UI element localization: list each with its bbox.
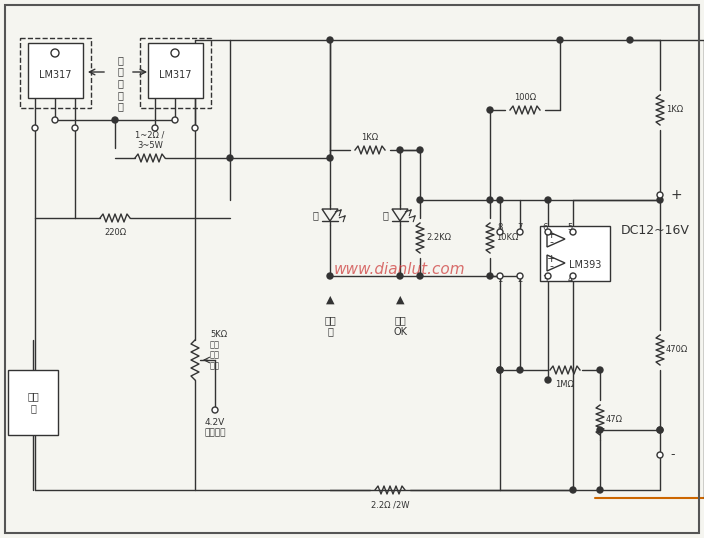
Text: 充電
OK: 充電 OK [393, 315, 407, 337]
Text: 7: 7 [517, 223, 522, 232]
Circle shape [171, 49, 179, 57]
Circle shape [327, 273, 333, 279]
Circle shape [417, 273, 423, 279]
Bar [148, 43, 203, 98]
Circle shape [487, 107, 493, 113]
Bar [28, 43, 83, 98]
Text: LM317: LM317 [158, 70, 191, 80]
Circle shape [570, 229, 576, 235]
Circle shape [227, 155, 233, 161]
Text: DC12~16V: DC12~16V [620, 223, 689, 237]
Circle shape [487, 197, 493, 203]
Circle shape [417, 197, 423, 203]
Circle shape [72, 125, 78, 131]
Text: -: - [549, 237, 553, 247]
Circle shape [51, 49, 59, 57]
Text: 4.2V
電壓設定: 4.2V 電壓設定 [204, 418, 226, 437]
Text: +: + [546, 230, 555, 240]
Circle shape [52, 117, 58, 123]
Circle shape [545, 197, 551, 203]
Circle shape [657, 427, 663, 433]
Text: 100Ω: 100Ω [514, 93, 536, 102]
Text: 2.2KΩ: 2.2KΩ [426, 233, 451, 243]
Circle shape [657, 197, 663, 203]
Bar [140, 38, 211, 108]
Circle shape [497, 229, 503, 235]
Circle shape [112, 117, 118, 123]
Text: 1KΩ: 1KΩ [666, 105, 683, 115]
Text: 充電
中: 充電 中 [324, 315, 336, 337]
Circle shape [497, 197, 503, 203]
Circle shape [397, 273, 403, 279]
Circle shape [327, 37, 333, 43]
Circle shape [517, 273, 523, 279]
Text: 4: 4 [567, 275, 572, 285]
Text: 綠: 綠 [382, 210, 388, 220]
Text: 1KΩ: 1KΩ [361, 133, 379, 142]
Circle shape [497, 367, 503, 373]
Circle shape [327, 155, 333, 161]
Text: 6: 6 [542, 223, 548, 232]
Circle shape [570, 273, 576, 279]
Text: 5KΩ
多轉
精密
電阻: 5KΩ 多轉 精密 電阻 [210, 330, 227, 370]
Circle shape [497, 273, 503, 279]
Circle shape [397, 147, 403, 153]
Circle shape [545, 229, 551, 235]
Text: 1: 1 [497, 275, 503, 285]
Text: -: - [670, 449, 674, 462]
Circle shape [597, 427, 603, 433]
Circle shape [152, 125, 158, 131]
Circle shape [657, 427, 663, 433]
Text: 10KΩ: 10KΩ [496, 233, 518, 243]
Circle shape [597, 367, 603, 373]
Circle shape [557, 37, 563, 43]
Text: 5: 5 [567, 223, 572, 232]
Circle shape [417, 147, 423, 153]
Text: LM317: LM317 [39, 70, 71, 80]
Text: ▲: ▲ [396, 295, 404, 305]
Circle shape [192, 125, 198, 131]
Text: 470Ω: 470Ω [666, 345, 689, 355]
Circle shape [172, 117, 178, 123]
Circle shape [627, 37, 633, 43]
Text: 需
加
散
熱
片: 需 加 散 熱 片 [117, 55, 123, 111]
Circle shape [570, 487, 576, 493]
Text: 紅: 紅 [312, 210, 318, 220]
Circle shape [32, 125, 38, 131]
Text: 8: 8 [497, 223, 503, 232]
Text: ▲: ▲ [326, 295, 334, 305]
Text: 鋰電
池: 鋰電 池 [27, 391, 39, 413]
Text: +: + [670, 188, 681, 202]
Text: 47Ω: 47Ω [606, 415, 623, 424]
Bar [20, 38, 91, 108]
Circle shape [212, 407, 218, 413]
Text: -: - [549, 261, 553, 271]
Circle shape [517, 367, 523, 373]
Circle shape [517, 229, 523, 235]
Text: www.dianlut.com: www.dianlut.com [334, 263, 466, 278]
Circle shape [597, 487, 603, 493]
Text: 1~2Ω /
3~5W: 1~2Ω / 3~5W [135, 131, 165, 150]
Text: 2.2Ω /2W: 2.2Ω /2W [371, 500, 409, 509]
Circle shape [487, 273, 493, 279]
Text: +: + [546, 254, 555, 264]
Bar [540, 226, 610, 281]
Circle shape [545, 377, 551, 383]
Circle shape [657, 192, 663, 198]
Bar [8, 370, 58, 435]
Text: 220Ω: 220Ω [104, 228, 126, 237]
Text: LM393: LM393 [569, 260, 601, 270]
Text: 2: 2 [517, 275, 522, 285]
Text: 3: 3 [542, 275, 548, 285]
Circle shape [545, 273, 551, 279]
Circle shape [497, 367, 503, 373]
Circle shape [657, 452, 663, 458]
Text: 1MΩ: 1MΩ [555, 380, 574, 389]
